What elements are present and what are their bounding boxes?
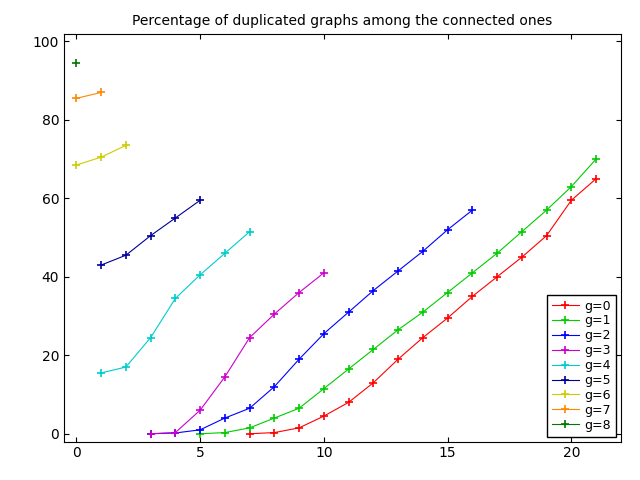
g=3 bbox=[147, 431, 154, 437]
g=0 bbox=[271, 430, 278, 435]
g=1 bbox=[295, 406, 303, 411]
g=1 bbox=[493, 251, 501, 256]
g=1 bbox=[271, 415, 278, 421]
g=1 bbox=[468, 270, 476, 276]
g=7 bbox=[97, 90, 105, 96]
g=3 bbox=[295, 289, 303, 295]
g=3 bbox=[320, 270, 328, 276]
g=5 bbox=[122, 252, 130, 258]
g=2 bbox=[147, 431, 154, 437]
g=1 bbox=[518, 229, 525, 235]
g=2 bbox=[468, 207, 476, 213]
g=0 bbox=[345, 399, 353, 405]
g=0 bbox=[295, 425, 303, 431]
g=3 bbox=[221, 374, 228, 380]
g=4 bbox=[221, 251, 228, 256]
g=3 bbox=[196, 408, 204, 413]
g=5 bbox=[196, 197, 204, 203]
Title: Percentage of duplicated graphs among the connected ones: Percentage of duplicated graphs among th… bbox=[132, 14, 552, 28]
g=3 bbox=[271, 311, 278, 317]
g=6 bbox=[122, 143, 130, 148]
g=1 bbox=[320, 386, 328, 392]
g=0 bbox=[568, 197, 575, 203]
g=1 bbox=[221, 430, 228, 435]
g=0 bbox=[444, 315, 451, 321]
g=2 bbox=[246, 406, 253, 411]
g=0 bbox=[320, 413, 328, 419]
g=0 bbox=[419, 335, 427, 340]
g=3 bbox=[172, 430, 179, 435]
Line: g=5: g=5 bbox=[97, 196, 204, 269]
g=6 bbox=[72, 162, 80, 168]
g=2 bbox=[444, 227, 451, 233]
g=2 bbox=[221, 415, 228, 421]
g=1 bbox=[419, 309, 427, 315]
g=2 bbox=[320, 331, 328, 336]
g=4 bbox=[122, 364, 130, 370]
g=0 bbox=[369, 380, 377, 385]
g=0 bbox=[543, 233, 550, 239]
g=2 bbox=[172, 430, 179, 436]
g=5 bbox=[97, 262, 105, 268]
g=1 bbox=[369, 347, 377, 352]
g=1 bbox=[394, 327, 402, 333]
g=1 bbox=[568, 184, 575, 190]
g=6 bbox=[97, 154, 105, 160]
g=1 bbox=[196, 431, 204, 437]
g=1 bbox=[246, 425, 253, 431]
Line: g=1: g=1 bbox=[196, 155, 600, 438]
g=2 bbox=[271, 384, 278, 390]
g=5 bbox=[147, 233, 154, 239]
Line: g=6: g=6 bbox=[72, 141, 130, 169]
g=2 bbox=[295, 356, 303, 362]
g=0 bbox=[592, 176, 600, 181]
Legend: g=0, g=1, g=2, g=3, g=4, g=5, g=6, g=7, g=8: g=0, g=1, g=2, g=3, g=4, g=5, g=6, g=7, … bbox=[547, 295, 616, 437]
g=4 bbox=[196, 272, 204, 278]
g=1 bbox=[543, 207, 550, 213]
g=0 bbox=[246, 431, 253, 437]
Line: g=4: g=4 bbox=[97, 228, 254, 377]
Line: g=7: g=7 bbox=[72, 88, 106, 103]
g=4 bbox=[147, 335, 154, 340]
g=1 bbox=[345, 366, 353, 372]
g=2 bbox=[419, 249, 427, 254]
g=4 bbox=[97, 370, 105, 376]
g=3 bbox=[246, 335, 253, 340]
g=2 bbox=[369, 288, 377, 293]
Line: g=2: g=2 bbox=[147, 206, 477, 438]
g=0 bbox=[518, 254, 525, 260]
Line: g=0: g=0 bbox=[245, 175, 600, 438]
g=4 bbox=[246, 229, 253, 235]
g=0 bbox=[468, 294, 476, 300]
g=0 bbox=[493, 274, 501, 280]
g=1 bbox=[592, 156, 600, 162]
g=2 bbox=[196, 427, 204, 432]
g=2 bbox=[394, 268, 402, 274]
g=0 bbox=[394, 356, 402, 362]
g=2 bbox=[345, 309, 353, 315]
g=5 bbox=[172, 215, 179, 221]
Line: g=3: g=3 bbox=[147, 269, 328, 438]
g=4 bbox=[172, 296, 179, 301]
g=7 bbox=[72, 96, 80, 101]
g=1 bbox=[444, 289, 451, 295]
